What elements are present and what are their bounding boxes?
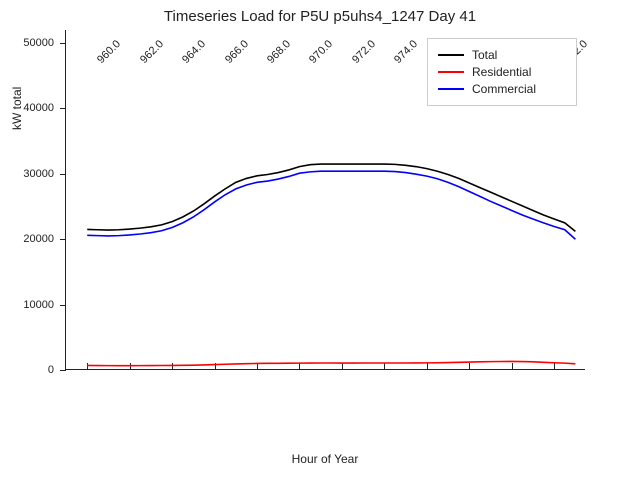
legend-item-residential: Residential [438, 65, 566, 79]
chart-title: Timeseries Load for P5U p5uhs4_1247 Day … [0, 8, 640, 25]
legend-swatch-residential [438, 71, 464, 73]
plot-area: 0 10000 20000 30000 40000 50000 960.0 962.0 964… [65, 30, 585, 370]
y-tick-label: 0 [4, 364, 54, 376]
chart-container: Timeseries Load for P5U p5uhs4_1247 Day … [0, 0, 640, 480]
legend-box: Total Residential Commercial [427, 38, 577, 106]
y-tick-label: 20000 [4, 233, 54, 245]
legend-swatch-total [438, 54, 464, 56]
y-axis-label: kW total [10, 87, 24, 130]
x-axis-label: Hour of Year [65, 452, 585, 466]
residential-line[interactable] [87, 361, 575, 365]
total-line[interactable] [87, 164, 575, 231]
legend-item-total: Total [438, 48, 566, 62]
legend-label-residential: Residential [472, 65, 531, 79]
legend-swatch-commercial [438, 88, 464, 90]
y-tick-label: 50000 [4, 37, 54, 49]
commercial-line[interactable] [87, 171, 575, 239]
legend-label-total: Total [472, 48, 497, 62]
y-tick-mark [60, 370, 66, 371]
legend-item-commercial: Commercial [438, 82, 566, 96]
y-tick-label: 10000 [4, 299, 54, 311]
legend-label-commercial: Commercial [472, 82, 536, 96]
y-tick-label: 30000 [4, 168, 54, 180]
